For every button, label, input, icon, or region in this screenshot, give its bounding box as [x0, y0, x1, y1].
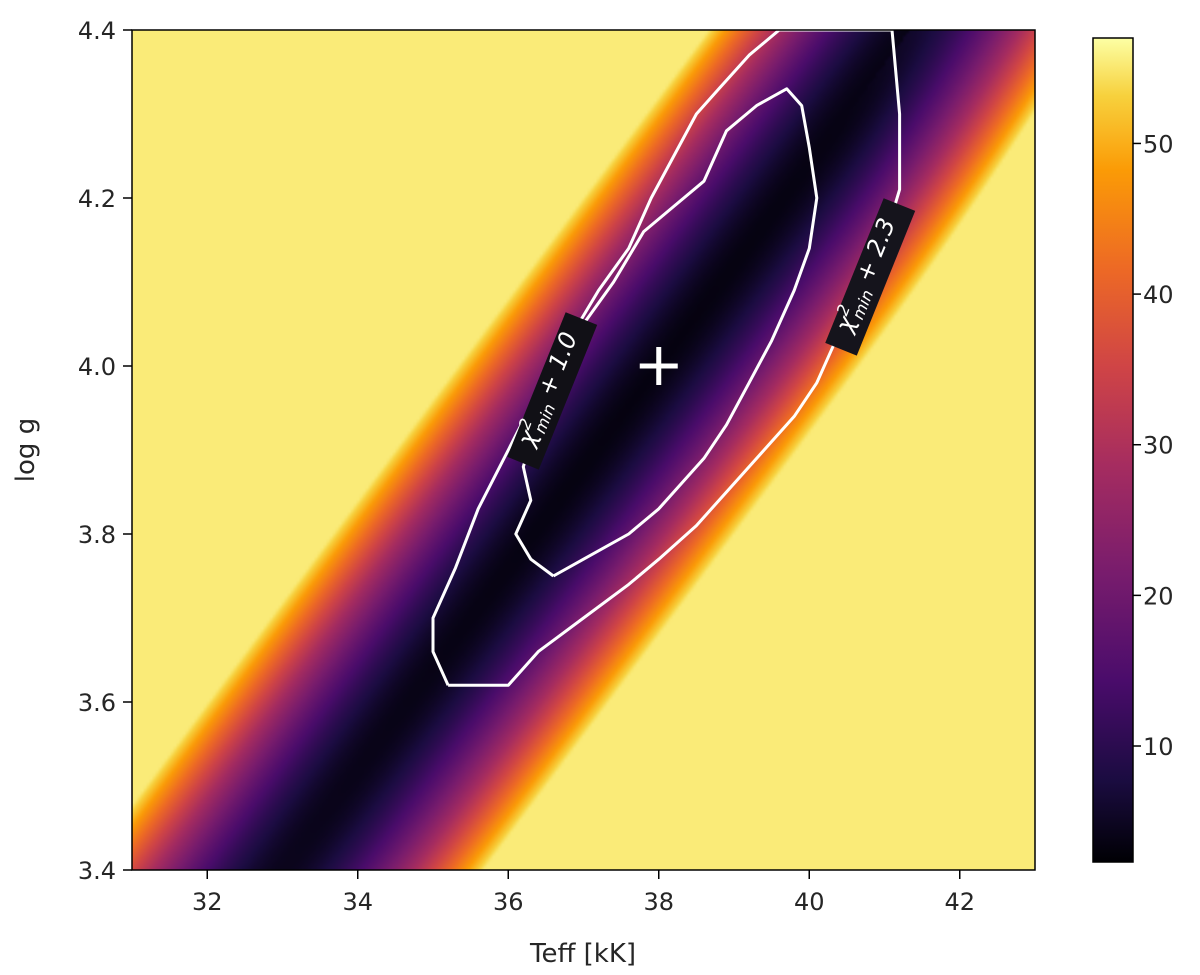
x-axis: 32 34 36 38 40 42: [192, 870, 975, 916]
contour-label-bg: [507, 312, 598, 470]
contour-label-bg: [825, 198, 916, 356]
y-tick-label: 3.8: [78, 521, 116, 549]
colorbar: 10 20 30 40 50: [1092, 37, 1174, 863]
colorbar-tick-label: 40: [1143, 281, 1174, 309]
y-tick-label: 3.6: [78, 689, 116, 717]
colorbar-tick-label: 20: [1143, 582, 1174, 610]
colorbar-tick-label: 50: [1143, 130, 1174, 158]
colorbar-gradient: [1092, 37, 1134, 863]
heatmap-image: [132, 30, 1035, 870]
y-axis-label: log g: [11, 418, 41, 482]
x-tick-label: 38: [643, 888, 674, 916]
y-tick-label: 4.4: [78, 17, 116, 45]
y-axis: 3.4 3.6 3.8 4.0 4.2 4.4: [78, 17, 132, 885]
x-tick-label: 40: [794, 888, 825, 916]
x-tick-label: 36: [493, 888, 524, 916]
y-tick-label: 3.4: [78, 857, 116, 885]
plot-frame: [131, 29, 1036, 871]
colorbar-tick-label: 10: [1143, 733, 1174, 761]
y-tick-label: 4.2: [78, 185, 116, 213]
heatmap: [132, 30, 1035, 870]
x-tick-label: 42: [944, 888, 975, 916]
colorbar-ticks: 10 20 30 40 50: [1133, 130, 1174, 761]
x-axis-label: Teff [kK]: [529, 939, 636, 969]
x-tick-label: 34: [342, 888, 373, 916]
best-fit-marker: [639, 347, 678, 385]
x-tick-label: 32: [192, 888, 223, 916]
colorbar-tick-label: 30: [1143, 432, 1174, 460]
y-tick-label: 4.0: [78, 353, 116, 381]
